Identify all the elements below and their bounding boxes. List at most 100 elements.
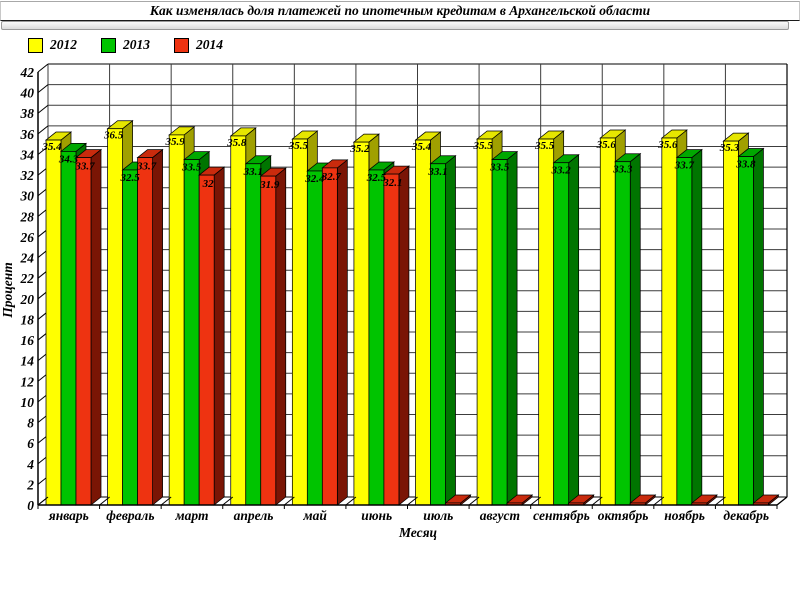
bar-side [213,166,225,506]
bar-side [568,153,580,506]
bar-side [275,167,287,506]
bar-value-label: 32 [202,178,215,190]
bar-2013-июль [430,163,446,506]
chart-title-bar: Как изменялась доля платежей по ипотечны… [0,1,800,21]
y-tick-label: 36 [20,127,35,142]
floor-separator [222,496,234,506]
bar-side [506,150,518,506]
y-tick-label: 20 [20,292,35,307]
x-tick-label: апрель [234,508,274,523]
bar-value-label: 32.5 [366,172,387,184]
x-tick-label: январь [48,508,89,523]
legend: 2012 2013 2014 [28,36,247,54]
floor-separator [284,496,295,506]
bar-2012-январь [45,139,62,506]
bar-value-label: 35.9 [165,136,186,148]
y-tick-label: 38 [20,106,35,121]
bar-value-label: 33.2 [551,165,572,177]
bar-value-label: 35.5 [534,140,555,152]
y-tick-label: 34 [20,147,35,162]
floor-separator [653,496,665,506]
bar-side [691,148,703,506]
y-tick [37,84,49,94]
legend-swatch [28,37,43,53]
y-tick-label: 14 [21,354,35,369]
bar-2013-декабрь [738,156,754,506]
bar-value-label: 36.5 [103,130,124,142]
bar-value-label: 32.4 [304,173,325,185]
bar-2013-июнь [368,169,385,506]
y-tick-label: 26 [20,230,35,245]
y-axis-title: Процент [0,262,15,319]
legend-item-2012: 2012 [28,37,77,53]
bar-value-label: 33.7 [136,161,157,173]
x-tick-label: февраль [106,508,154,523]
y-tick-label: 4 [26,457,34,472]
floor-separator [715,496,726,506]
bar-2012-июль [415,139,431,506]
floor-separator [776,496,788,506]
y-tick [37,63,49,73]
y-tick-label: 40 [20,86,35,101]
bar-side [629,152,641,506]
y-tick-label: 6 [27,436,34,451]
y-tick-label: 22 [20,271,35,286]
x-tick-label: сентябрь [533,508,590,523]
x-tick-label: август [480,508,520,523]
bar-value-label: 33.1 [243,166,263,178]
y-tick-label: 42 [20,65,35,80]
y-tick-label: 12 [21,374,35,389]
bar-value-label: 34.3 [58,153,79,165]
title-divider [1,21,789,30]
bar-2013-октябрь [614,161,631,506]
bar-value-label: 35.2 [349,143,370,155]
bar-value-label: 35.6 [657,139,678,151]
y-tick-label: 2 [26,477,34,492]
bar-2012-сентябрь [538,138,555,506]
bar-value-label: 35.4 [411,141,432,153]
bar-value-label: 35.4 [41,141,62,153]
bar-value-label: 32.1 [382,177,402,189]
bar-2014-апрель [260,175,277,506]
y-tick [37,125,49,135]
bar-value-label: 32.7 [321,171,342,183]
chart-title: Как изменялась доля платежей по ипотечны… [149,3,651,18]
bar-2014-март [198,174,215,506]
y-tick-label: 18 [21,312,35,327]
legend-label: 2014 [196,37,223,52]
floor-separator [407,496,418,506]
bar-2014-февраль [137,157,153,506]
bar-2012-декабрь [723,140,739,506]
floor-separator [160,496,172,506]
bar-value-label: 35.5 [472,140,493,152]
bar-value-label: 33.5 [489,162,510,174]
bar-side [336,159,348,506]
bar-value-label: 33.5 [181,162,202,174]
bar-value-label: 33.1 [427,166,447,178]
bar-value-label: 35.8 [226,137,247,149]
y-tick [37,104,49,114]
bar-2013-ноябрь [676,157,693,506]
floor-separator [37,496,49,506]
bar-value-label: 35.5 [288,140,309,152]
bar-value-label: 33.8 [735,159,756,171]
y-tick-label: 0 [27,498,34,513]
x-axis-title: Месяц [398,525,437,540]
floor-separator [99,496,110,506]
bar-2012-февраль [107,128,123,506]
x-tick-label: октябрь [598,508,649,523]
floor-separator [345,496,357,506]
x-tick-label: май [302,508,327,523]
bar-2012-август [476,138,493,506]
bar-side [445,154,456,506]
bar-value-label: 31.9 [259,179,280,191]
x-tick-label: март [174,508,208,523]
bar-2012-апрель [230,135,247,506]
bar-2013-февраль [122,169,138,506]
bar-value-label: 32.5 [119,172,140,184]
y-tick-label: 10 [21,395,35,410]
x-tick-label: ноябрь [664,508,705,523]
floor-separator [530,496,541,506]
